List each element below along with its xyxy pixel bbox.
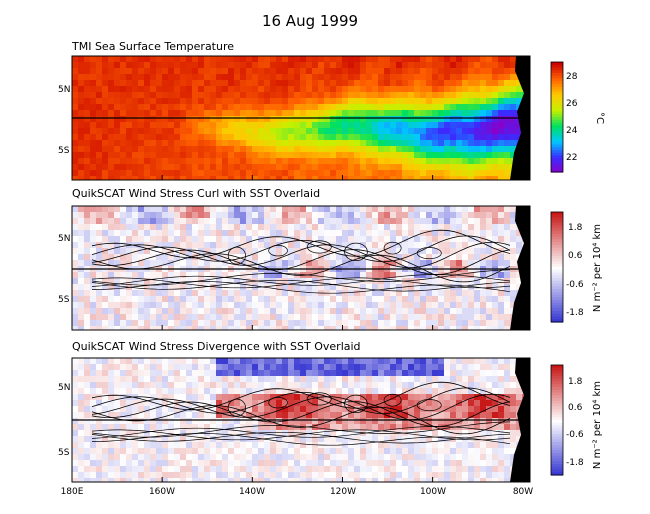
- sst-cbar-tick-26: 26: [566, 99, 578, 109]
- sst-cbar-tick-24: 24: [566, 126, 578, 136]
- curl-cbar-tick-2: 0.6: [568, 251, 583, 261]
- sst-heatmap: [72, 56, 535, 183]
- xtick-80w: 80W: [513, 487, 533, 497]
- divergence-cbar-tick-4: -1.8: [566, 458, 584, 468]
- curl-colorbar: [551, 212, 563, 323]
- xtick-120w: 120W: [330, 487, 356, 497]
- curl-panel-title: QuikSCAT Wind Stress Curl with SST Overl…: [72, 187, 320, 200]
- sst-ytick-5n: 5N: [58, 85, 70, 95]
- curl-cbar-tick-4: -1.8: [566, 308, 584, 318]
- xtick-140w: 140W: [239, 487, 265, 497]
- divergence-ytick-5s: 5S: [58, 448, 70, 458]
- sst-ytick-5s: 5S: [58, 146, 70, 156]
- divergence-panel: QuikSCAT Wind Stress Divergence with SST…: [58, 340, 603, 497]
- sst-panel-title: TMI Sea Surface Temperature: [71, 40, 234, 53]
- sst-cbar-unit: °C: [594, 112, 605, 124]
- sst-panel: TMI Sea Surface Temperature 5N 5S 28 26 …: [58, 40, 605, 183]
- xtick-100w: 100W: [420, 487, 446, 497]
- curl-ytick-5s: 5S: [58, 295, 70, 305]
- divergence-cbar-tick-3: -0.6: [566, 430, 584, 440]
- page-title: 16 Aug 1999: [262, 12, 358, 30]
- divergence-cbar-unit: N m⁻² per 10⁴ km: [592, 381, 603, 469]
- curl-cbar-unit: N m⁻² per 10⁴ km: [592, 224, 603, 312]
- xtick-180e: 180E: [61, 487, 84, 497]
- curl-ytick-5n: 5N: [58, 234, 70, 244]
- sst-cbar-tick-28: 28: [566, 72, 578, 82]
- sst-colorbar: [551, 62, 563, 173]
- divergence-ytick-5n: 5N: [58, 383, 70, 393]
- sst-cbar-tick-22: 22: [566, 153, 577, 163]
- xtick-160w: 160W: [149, 487, 175, 497]
- divergence-panel-title: QuikSCAT Wind Stress Divergence with SST…: [72, 340, 361, 353]
- curl-cbar-tick-1: 1.8: [568, 223, 583, 233]
- divergence-cbar-tick-2: 0.6: [568, 403, 583, 413]
- divergence-heatmap: [72, 358, 535, 485]
- divergence-cbar-tick-1: 1.8: [568, 377, 583, 387]
- curl-panel: QuikSCAT Wind Stress Curl with SST Overl…: [58, 187, 603, 333]
- curl-cbar-tick-3: -0.6: [566, 280, 584, 290]
- divergence-colorbar: [551, 365, 563, 476]
